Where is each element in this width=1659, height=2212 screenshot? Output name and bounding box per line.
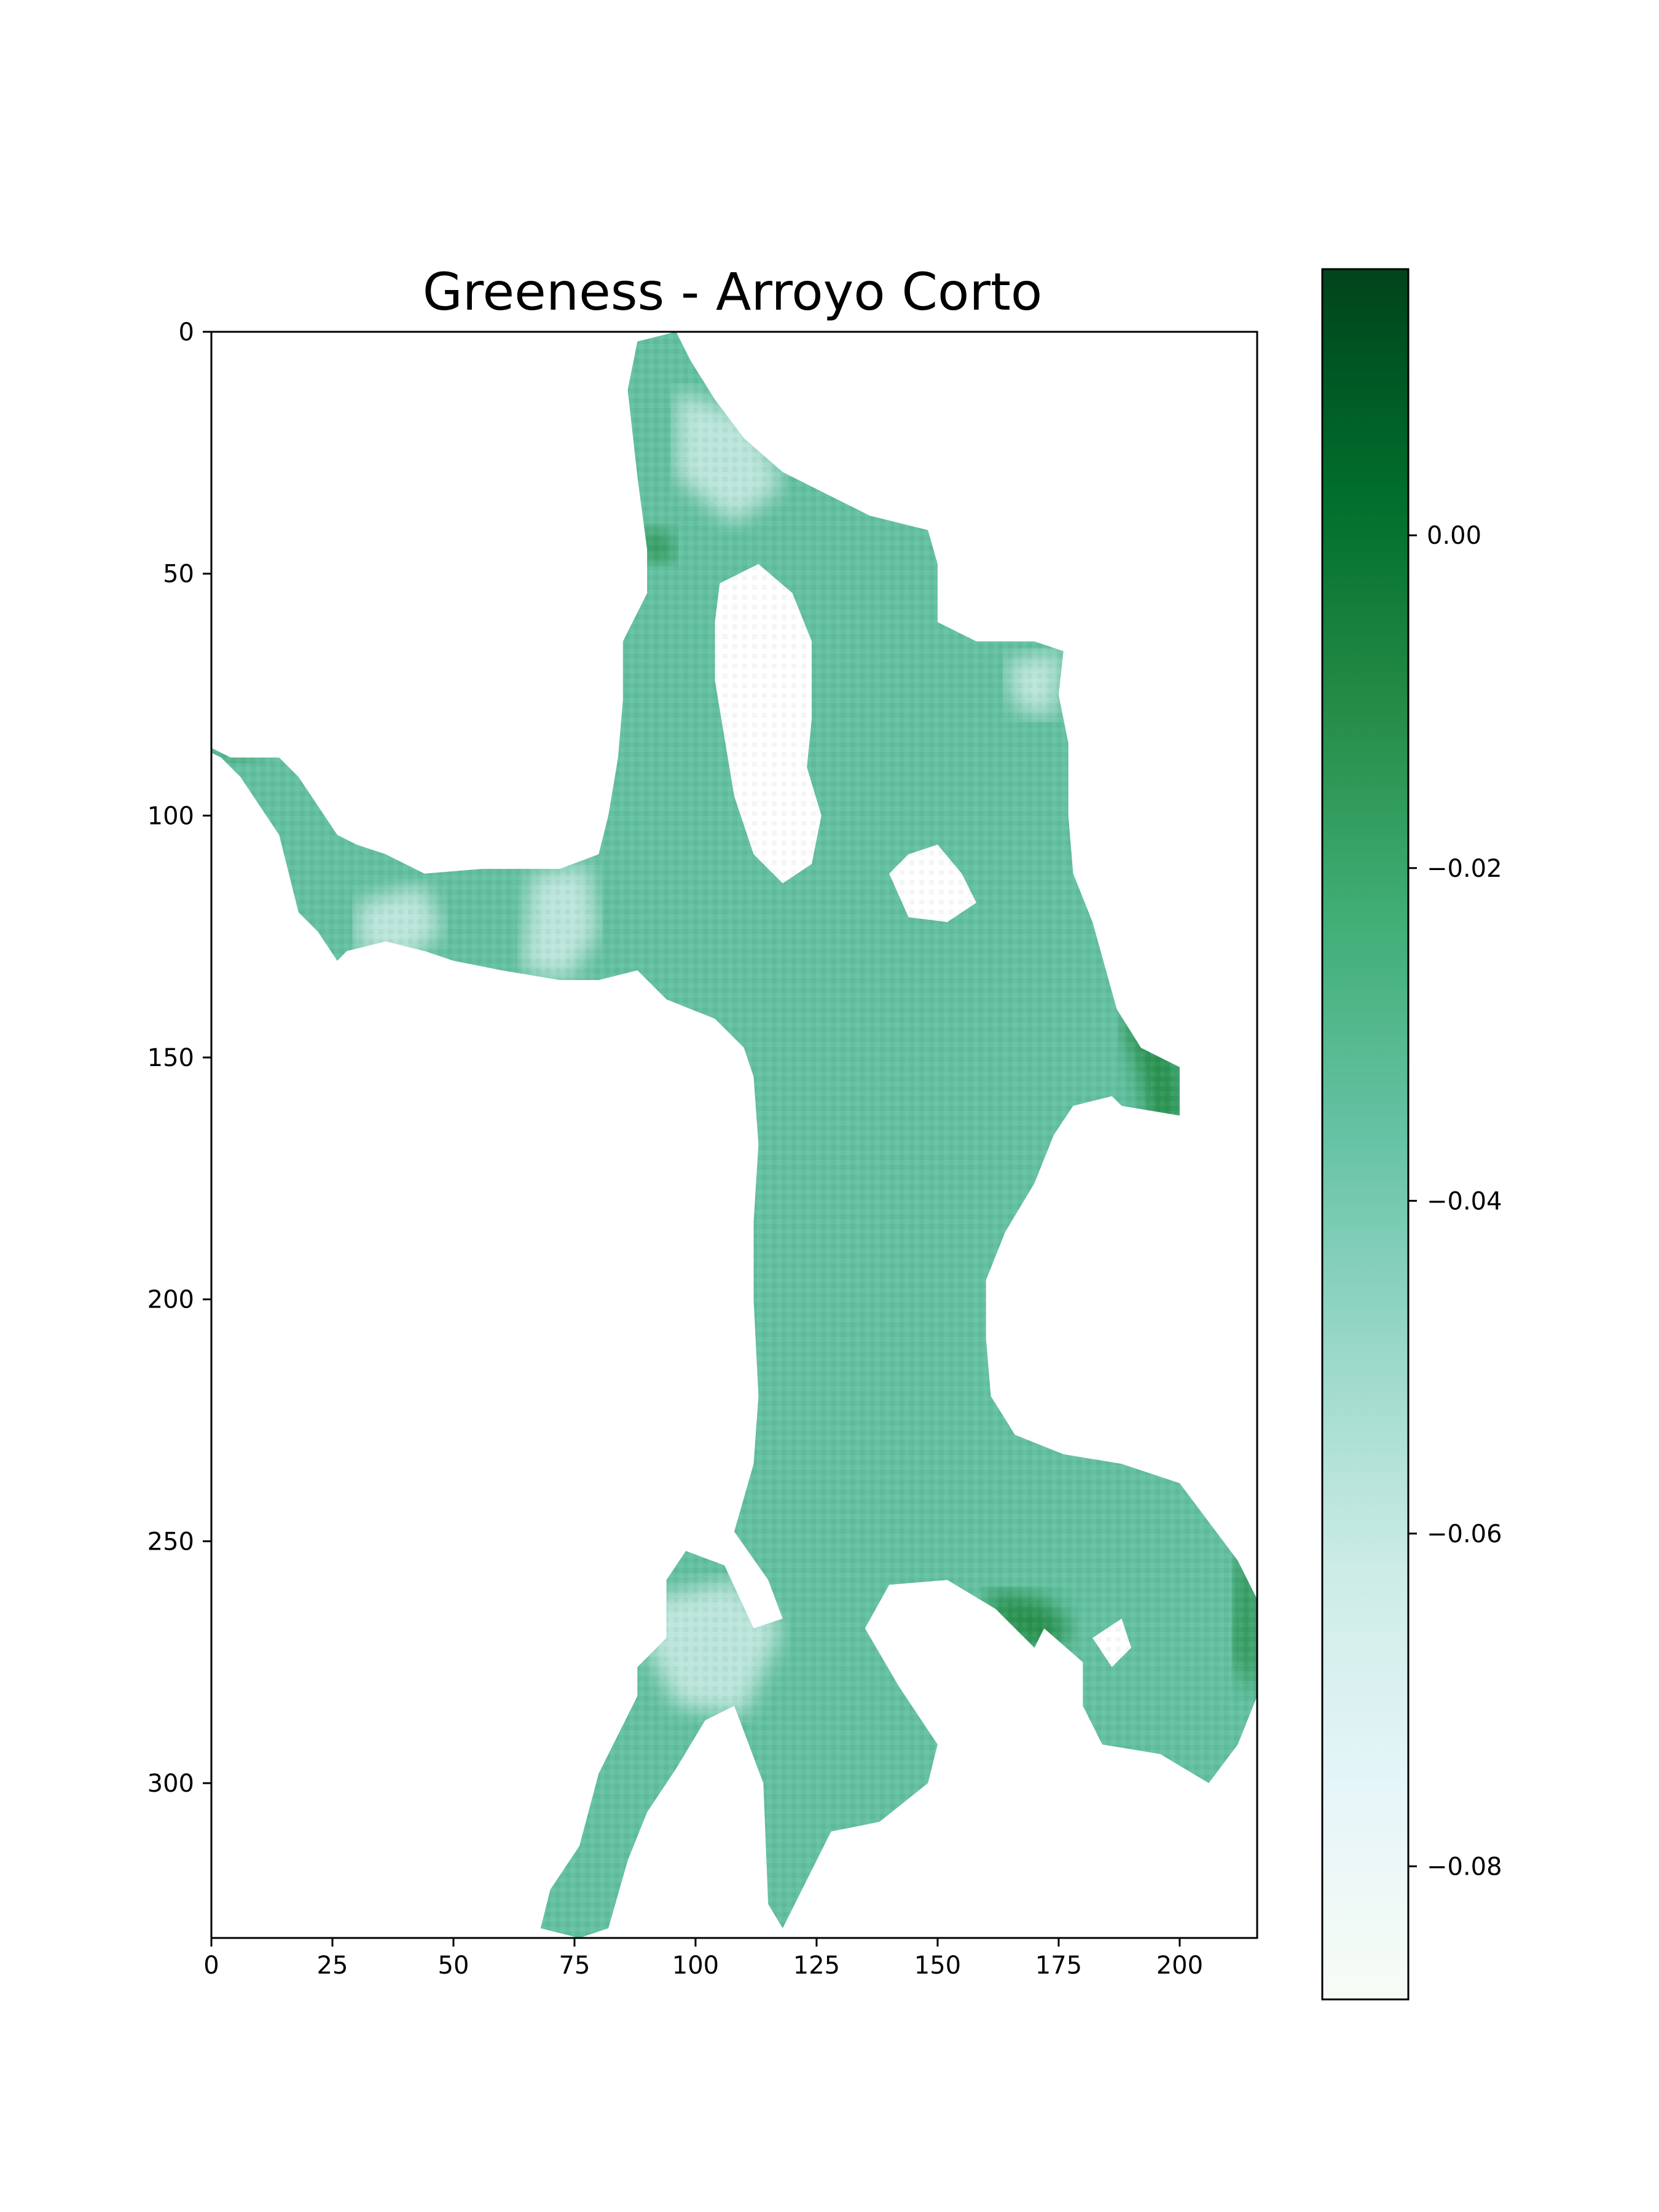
y-tick-label: 300: [147, 1770, 194, 1798]
x-tick-label: 50: [438, 1951, 469, 1980]
y-axis: 0 50 100 150 200 250 300: [147, 318, 211, 1798]
x-tick-label: 175: [1035, 1951, 1082, 1980]
x-tick-label: 150: [914, 1951, 961, 1980]
x-tick-label: 25: [317, 1951, 348, 1980]
colorbar-tick-label: −0.02: [1427, 855, 1502, 883]
heatmap-pixel-texture: [211, 332, 1257, 1938]
plot-frame: [210, 331, 1258, 1939]
x-tick-label: 0: [203, 1951, 219, 1980]
x-tick-label: 125: [793, 1951, 840, 1980]
colorbar-tick-label: 0.00: [1427, 522, 1481, 550]
colorbar: 0.00 −0.02 −0.04 −0.06 −0.08: [1321, 268, 1502, 2001]
y-tick-label: 200: [147, 1286, 194, 1314]
x-tick-label: 100: [672, 1951, 719, 1980]
colorbar-tick-label: −0.06: [1427, 1520, 1502, 1548]
y-tick-label: 50: [163, 560, 194, 589]
y-tick-label: 0: [179, 318, 194, 347]
colorbar-ticks: 0.00 −0.02 −0.04 −0.06 −0.08: [1408, 522, 1502, 1881]
x-tick-label: 75: [559, 1951, 590, 1980]
heatmap-region-layer: [211, 332, 1257, 1938]
colorbar-gradient: [1322, 269, 1408, 1999]
x-axis: 0 25 50 75 100 125 150 175 200: [203, 1938, 1203, 1980]
x-tick-label: 200: [1156, 1951, 1203, 1980]
plot-area: 0 25 50 75 100 125 150 175 200 0 50 100 150 200 250 30…: [147, 318, 1258, 1980]
colorbar-tick-label: −0.08: [1427, 1853, 1502, 1881]
y-tick-label: 250: [147, 1528, 194, 1556]
heatmap-shading: [211, 332, 1257, 1938]
y-tick-label: 100: [147, 802, 194, 830]
colorbar-tick-label: −0.04: [1427, 1187, 1502, 1215]
colorbar-frame: [1321, 268, 1410, 2001]
chart-title: Greeness - Arroyo Corto: [423, 262, 1043, 322]
y-tick-label: 150: [147, 1044, 194, 1072]
